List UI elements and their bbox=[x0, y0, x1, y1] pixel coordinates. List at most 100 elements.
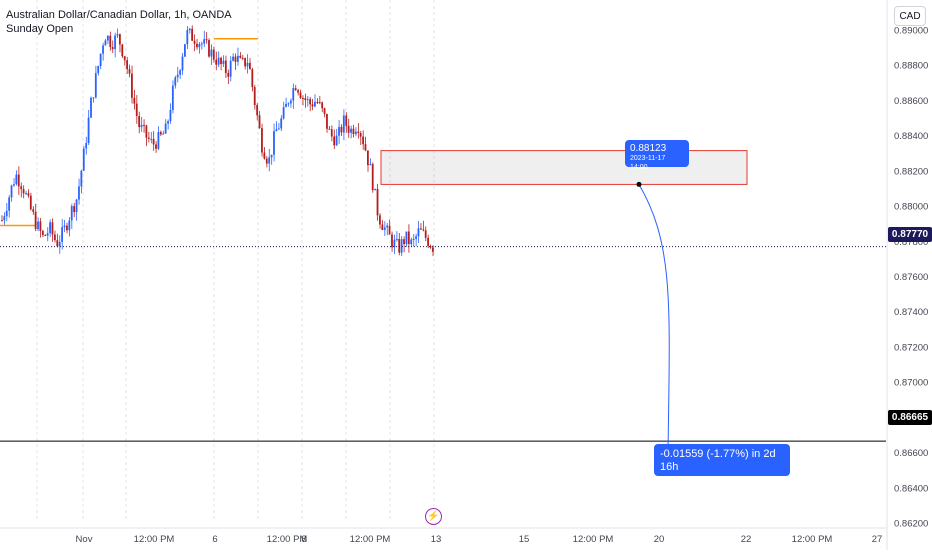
candle-body bbox=[403, 239, 405, 245]
candle-body bbox=[374, 188, 377, 191]
candle-body bbox=[405, 231, 408, 245]
candle-body bbox=[419, 228, 422, 230]
candle-body bbox=[427, 237, 429, 246]
candle-body bbox=[56, 240, 59, 247]
candle-body bbox=[203, 39, 206, 44]
candle-body bbox=[342, 115, 345, 133]
lightning-icon[interactable]: ⚡ bbox=[425, 508, 442, 525]
candle-body bbox=[383, 227, 386, 230]
candle-body bbox=[285, 103, 287, 108]
candle-body bbox=[131, 73, 133, 98]
candle-body bbox=[393, 239, 396, 248]
ruler-start-value: 0.88123 bbox=[630, 143, 667, 154]
candle-body bbox=[205, 39, 208, 41]
candle-body bbox=[85, 143, 88, 149]
candle-body bbox=[316, 101, 319, 103]
y-tick-label: 0.86400 bbox=[894, 483, 928, 494]
candle-body bbox=[82, 148, 85, 171]
candle-body bbox=[63, 225, 66, 228]
candle-body bbox=[417, 228, 420, 237]
candle-body bbox=[415, 236, 417, 239]
candle-body bbox=[236, 55, 239, 62]
candle-body bbox=[338, 126, 340, 136]
candle-body bbox=[277, 128, 280, 130]
ruler-start-label[interactable]: 0.88123 2023-11-17 14:00 bbox=[625, 140, 689, 171]
candle-body bbox=[253, 87, 256, 106]
candle-body bbox=[424, 230, 427, 238]
candle-body bbox=[135, 103, 138, 117]
symbol-legend: Australian Dollar/Canadian Dollar, 1h, O… bbox=[6, 8, 232, 36]
candle-body bbox=[128, 69, 131, 74]
candle-body bbox=[37, 221, 39, 230]
candle-body bbox=[275, 129, 278, 132]
candle-body bbox=[241, 57, 244, 59]
candle-body bbox=[249, 62, 251, 70]
candle-body bbox=[309, 99, 312, 105]
candle-body bbox=[196, 43, 198, 48]
candle-body bbox=[32, 209, 35, 212]
candle-body bbox=[323, 108, 326, 114]
candle-body bbox=[123, 56, 126, 61]
candle-body bbox=[87, 117, 90, 144]
candle-body bbox=[29, 195, 32, 210]
candle-body bbox=[186, 30, 189, 45]
candle-body bbox=[152, 138, 155, 145]
horizontal-line-price-tag: 0.86665 bbox=[888, 410, 932, 425]
candle-body bbox=[388, 225, 391, 235]
x-tick-label: Nov bbox=[76, 534, 93, 545]
candle-body bbox=[227, 72, 230, 77]
candle-body bbox=[116, 34, 119, 36]
candle-body bbox=[328, 128, 331, 130]
candle-body bbox=[193, 40, 196, 44]
candle-body bbox=[407, 231, 410, 245]
candle-body bbox=[395, 238, 398, 240]
candle-body bbox=[171, 85, 174, 110]
candle-body bbox=[58, 241, 61, 247]
candle-body bbox=[220, 57, 222, 65]
x-tick-label: 12:00 PM bbox=[267, 534, 308, 545]
ruler-end-label[interactable]: -0.01559 (-1.77%) in 2d 16h 0.86564 @ 20… bbox=[654, 444, 790, 484]
candle-body bbox=[99, 53, 102, 67]
candle-body bbox=[200, 43, 203, 45]
candle-body bbox=[27, 193, 30, 196]
candle-body bbox=[133, 97, 136, 104]
candle-body bbox=[326, 113, 328, 129]
currency-button[interactable]: CAD bbox=[894, 6, 926, 26]
y-tick-label: 0.87800 bbox=[894, 237, 928, 248]
x-tick-label: 6 bbox=[212, 534, 217, 545]
candle-body bbox=[145, 125, 148, 138]
candle-body bbox=[352, 128, 355, 135]
candle-body bbox=[90, 97, 92, 118]
current-price-tag: 0.87770 bbox=[888, 227, 932, 242]
candle-body bbox=[143, 124, 145, 126]
candle-body bbox=[198, 44, 201, 48]
candle-body bbox=[138, 116, 141, 128]
candle-body bbox=[301, 98, 304, 100]
candle-body bbox=[229, 60, 232, 77]
candle-body bbox=[357, 131, 360, 134]
candle-body bbox=[215, 59, 218, 65]
candle-body bbox=[371, 164, 374, 191]
candle-body bbox=[234, 56, 237, 62]
y-tick-label: 0.87600 bbox=[894, 272, 928, 283]
candle-body bbox=[109, 35, 112, 48]
candle-body bbox=[212, 49, 215, 60]
candle-body bbox=[176, 74, 179, 78]
candle-body bbox=[39, 221, 42, 231]
candle-body bbox=[5, 210, 8, 217]
candle-body bbox=[299, 92, 302, 99]
candle-body bbox=[210, 49, 213, 57]
candle-body bbox=[1, 220, 3, 222]
candle-body bbox=[51, 222, 54, 235]
candle-body bbox=[381, 224, 384, 230]
candle-body bbox=[410, 239, 413, 245]
candle-body bbox=[273, 131, 275, 155]
candle-body bbox=[78, 186, 80, 200]
candle-body bbox=[164, 123, 167, 134]
candle-body bbox=[364, 144, 367, 151]
candle-body bbox=[400, 239, 403, 253]
candle-body bbox=[34, 211, 37, 230]
candle-body bbox=[97, 66, 100, 74]
